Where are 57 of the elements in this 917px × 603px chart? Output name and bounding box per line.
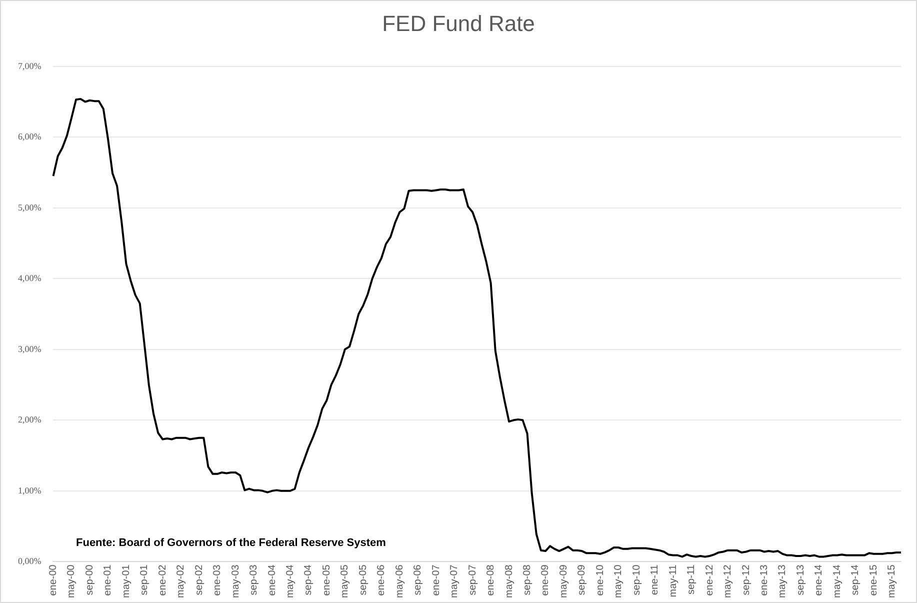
x-tick-label: sep-13 (795, 564, 806, 596)
x-tick-label: ene-14 (814, 564, 825, 596)
x-tick-label: ene-01 (102, 564, 114, 596)
x-tick-label: sep-00 (84, 564, 96, 596)
y-tick-label: 1,00% (18, 485, 42, 496)
y-tick-label: 6,00% (18, 132, 42, 142)
x-tick-label: may-04 (285, 564, 296, 598)
x-tick-label: may-07 (449, 564, 460, 598)
x-tick-label: sep-05 (358, 564, 369, 596)
x-tick-label: may-13 (777, 564, 788, 598)
x-tick-label: ene-09 (540, 564, 552, 596)
x-tick-label: ene-04 (266, 564, 278, 596)
x-tick-label: ene-11 (650, 564, 661, 596)
x-tick-label: ene-15 (868, 564, 880, 596)
x-tick-label: ene-07 (430, 564, 442, 596)
chart-title: FED Fund Rate (381, 11, 536, 37)
x-tick-label: ene-13 (759, 564, 770, 596)
x-tick-label: sep-12 (740, 564, 752, 596)
x-tick-label: may-14 (832, 564, 843, 598)
x-tick-label: may-03 (230, 564, 242, 598)
x-tick-label: sep-08 (522, 564, 534, 596)
x-tick-label: may-09 (558, 564, 570, 598)
y-tick-label: 4,00% (18, 273, 42, 284)
x-tick-label: may-12 (722, 564, 734, 598)
x-tick-label: sep-11 (686, 564, 698, 594)
x-tick-label: ene-10 (594, 564, 606, 596)
x-tick-label: sep-01 (139, 564, 150, 596)
x-tick-label: may-02 (176, 564, 187, 598)
x-tick-label: may-00 (66, 564, 78, 598)
x-tick-label: sep-07 (467, 564, 478, 596)
y-tick-label: 5,00% (18, 202, 42, 212)
x-tick-label: sep-10 (631, 564, 642, 596)
x-tick-label: sep-02 (194, 564, 205, 596)
x-tick-label: ene-08 (486, 564, 497, 596)
x-tick-label: may-10 (613, 564, 624, 598)
x-tick-label: sep-03 (248, 564, 260, 596)
x-tick-label: may-01 (120, 564, 132, 598)
x-tick-label: sep-06 (412, 564, 424, 596)
x-tick-label: ene-05 (321, 564, 332, 596)
x-tick-label: may-05 (340, 564, 351, 598)
x-tick-label: may-06 (394, 564, 406, 598)
x-tick-label: sep-04 (303, 564, 314, 596)
x-tick-label: may-08 (504, 564, 515, 598)
x-tick-label: sep-09 (576, 564, 588, 596)
x-tick-label: may-11 (668, 564, 679, 598)
x-tick-label: ene-00 (48, 564, 59, 596)
y-tick-label: 2,00% (18, 414, 42, 425)
x-tick-label: ene-12 (704, 564, 716, 596)
x-tick-label: sep-14 (850, 564, 862, 596)
annotation: Fuente: Board of Governors of the Federal Reserve System (76, 537, 386, 549)
x-tick-label: ene-03 (212, 564, 224, 596)
y-tick-label: 3,00% (18, 344, 42, 354)
x-tick-label: may-15 (886, 564, 898, 598)
x-tick-label: ene-02 (157, 564, 168, 596)
y-tick-label: 7,00% (18, 60, 42, 71)
y-tick-label: 0,00% (18, 556, 42, 566)
x-tick-label: ene-06 (376, 564, 388, 596)
